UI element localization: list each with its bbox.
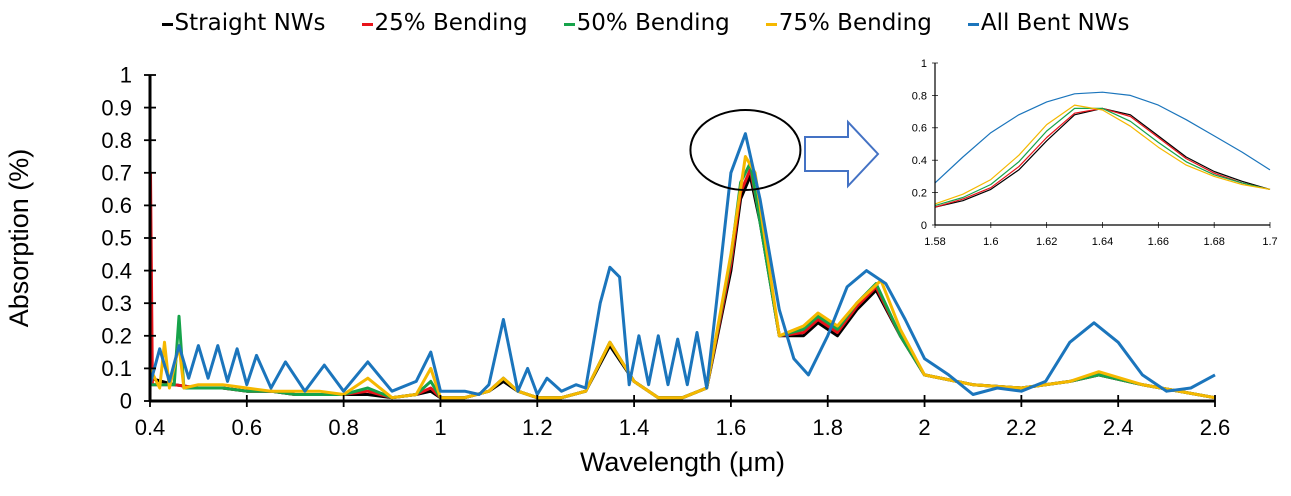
y-tick-label: 0 [120,389,132,414]
legend-label: 75% Bending [778,10,932,36]
y-tick-label: 0.8 [912,90,927,102]
legend: Straight NWs 25% Bending 50% Bending 75%… [0,10,1291,36]
y-tick-label: 0.1 [101,356,132,381]
x-tick-label: 1.8 [812,415,843,440]
x-tick-label: 1.66 [1148,236,1169,248]
legend-label: All Bent NWs [980,10,1130,36]
y-tick-label: 0.4 [101,258,132,283]
x-tick-label: 2 [918,415,930,440]
series-line-1 [934,107,1271,208]
x-tick-label: 2.4 [1103,415,1134,440]
legend-swatch [161,22,173,26]
peak-highlight-circle [689,108,802,191]
y-axis-title: Absorption (%) [4,149,34,328]
x-tick-label: 1.4 [619,415,650,440]
legend-swatch [765,22,777,26]
legend-label: Straight NWs [174,10,326,36]
x-tick-label: 1.58 [924,236,945,248]
y-tick-label: 0.3 [101,291,132,316]
series-line-3 [934,104,1271,205]
x-tick-label: 0.4 [135,415,166,440]
y-tick-label: 1 [120,63,132,88]
x-tick-label: 1 [434,415,446,440]
legend-item-25: 25% Bending [361,10,528,36]
x-axis-title: Wavelength (μm) [580,447,785,477]
x-tick-label: 0.8 [328,415,359,440]
y-tick-label: 1 [921,58,927,70]
y-tick-label: 0 [921,220,927,232]
legend-item-75: 75% Bending [765,10,932,36]
legend-swatch [967,22,979,26]
x-tick-label: 2.6 [1200,415,1231,440]
series-line-4 [148,132,1216,396]
legend-swatch [361,22,373,26]
x-tick-label: 1.2 [522,415,553,440]
y-tick-label: 0.8 [101,128,132,153]
legend-label: 50% Bending [576,10,730,36]
legend-item-all-bent: All Bent NWs [967,10,1130,36]
series-line-0 [934,107,1271,208]
main-plot: 0 0.1 0.2 0.3 0.4 0.5 0.6 0.7 0.8 0.9 1 0.4 0.6 0.8 1 1… [4,63,1230,477]
y-tick-label: 0.5 [101,226,132,251]
x-tick-label: 1.7 [1262,236,1277,248]
inset-plot: 0 0.2 0.4 0.6 0.8 1 1.58 1.6 1.62 1.64 1.66 1.68 1.7 [912,58,1278,248]
x-tick-label: 1.64 [1092,236,1113,248]
x-tick-label: 1.6 [983,236,998,248]
y-tick-label: 0.6 [912,123,927,135]
series-line-2 [934,107,1271,207]
y-tick-label: 0.9 [101,95,132,120]
y-tick-label: 0.6 [101,193,132,218]
x-tick-label: 1.6 [716,415,747,440]
legend-item-50: 50% Bending [563,10,730,36]
x-tick-label: 1.68 [1203,236,1224,248]
y-tick-label: 0.2 [912,187,927,199]
y-tick-label: 0.4 [912,155,927,167]
y-tick-label: 0.2 [101,324,132,349]
x-tick-label: 2.2 [1006,415,1037,440]
x-tick-label: 0.6 [232,415,263,440]
x-tick-label: 1.62 [1036,236,1057,248]
legend-swatch [563,22,575,26]
y-tick-label: 0.7 [101,161,132,186]
legend-item-straight: Straight NWs [161,10,326,36]
series-line-3 [148,155,1216,400]
callout-arrow-icon [804,119,880,189]
series-line-4 [934,91,1271,184]
legend-label: 25% Bending [374,10,528,36]
